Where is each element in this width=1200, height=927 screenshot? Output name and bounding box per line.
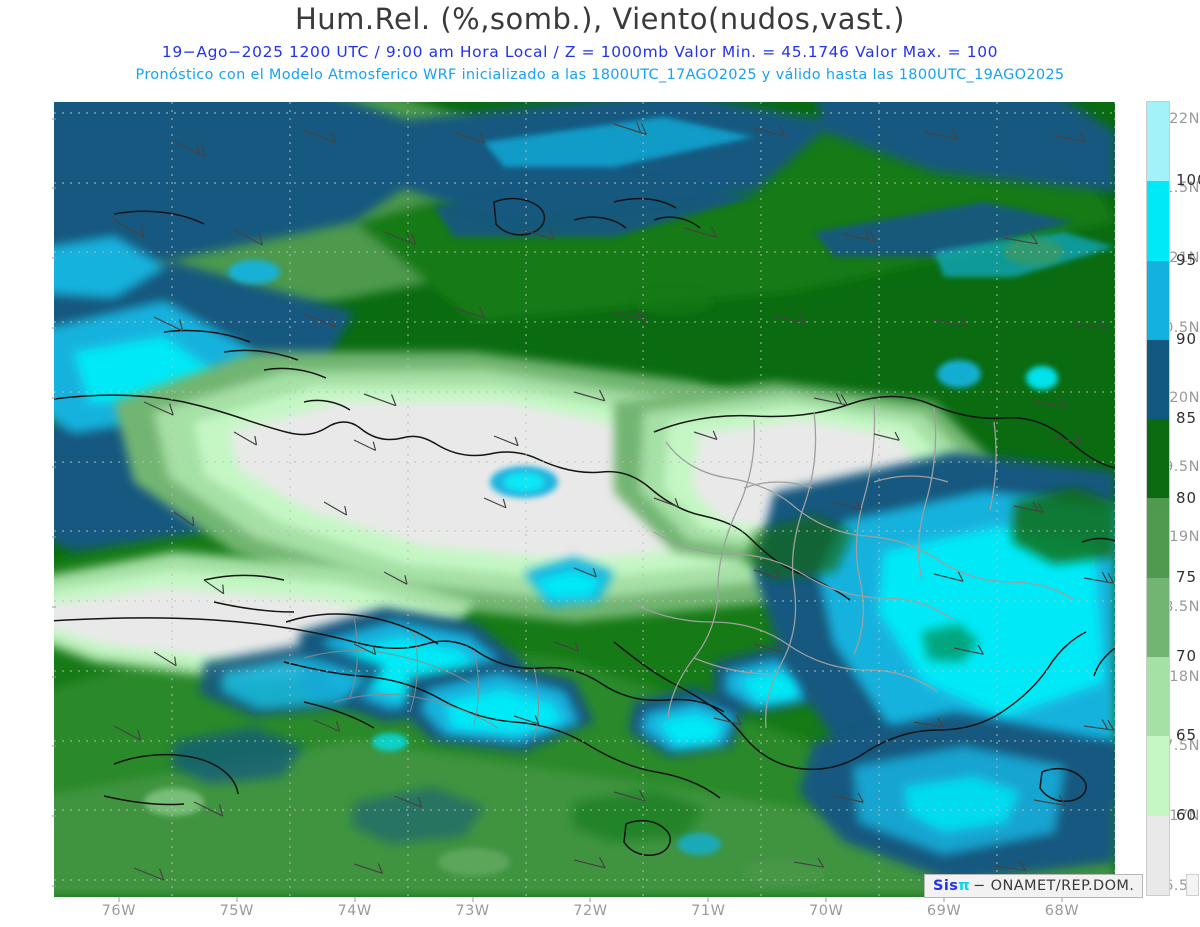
y-axis-tick [52,257,56,259]
x-axis-label: 72W [573,903,608,919]
colorbar-tick-label: 85 [1176,409,1198,428]
map-plot-area[interactable] [54,102,1115,897]
colorbar-band [1147,260,1169,340]
y-axis-tick [52,885,56,887]
colorbar-tick-label: 90 [1176,329,1198,348]
y-axis-label: 18N [1169,668,1200,685]
x-axis-label: 75W [219,903,254,919]
colorbar-tick-label: 80 [1176,488,1198,507]
x-axis-tick [236,897,238,902]
colorbar-tick-label: 65 [1176,726,1198,745]
admin-border-layer [633,403,1075,729]
logo-sis-text: Sis [933,878,959,894]
colorbar-band [1147,181,1169,261]
y-axis-tick [52,397,56,399]
y-axis-tick [52,118,56,120]
x-axis-label: 70W [809,903,844,919]
x-axis-tick [707,897,709,902]
wind-barb-layer [113,121,1115,881]
colorbar-tick-label: 75 [1176,567,1198,586]
header-subtitle-line-1: 19−Ago−2025 1200 UTC / 9:00 am Hora Loca… [161,43,999,61]
edge-notch [1186,874,1199,896]
page-title: Hum.Rel. (%,somb.), Viento(nudos,vast.) [295,2,905,36]
y-axis-label: 0.5N [1164,319,1200,336]
y-axis-label: 9.5N [1164,459,1200,476]
x-axis-label: 69W [926,903,962,919]
y-axis-label: 20N [1169,389,1200,406]
y-axis-tick [52,676,56,678]
y-axis-tick [52,327,56,329]
x-axis-tick [118,897,120,902]
x-axis-label: 71W [691,903,726,919]
logo-agency-text: − ONAMET/REP.DOM. [973,878,1135,894]
x-axis-tick [943,897,945,902]
humidity-field-svg [54,102,1115,897]
colorbar-band [1147,339,1169,420]
sispi-onamet-logo: Sis π − ONAMET/REP.DOM. [924,874,1144,898]
header-subtitle-line-2: Pronóstico con el Modelo Atmosferico WRF… [135,67,1065,83]
colorbar-tick-label: 95 [1176,250,1198,269]
colorbar-band [1147,736,1169,816]
colorbar-band [1147,498,1169,578]
y-axis-label: 8.5N [1164,598,1200,615]
colorbar-band [1147,657,1169,737]
x-axis-label: 76W [101,903,136,919]
y-axis-tick [52,745,56,747]
x-axis-tick [1061,897,1063,902]
y-axis-label: 21N [1169,250,1200,267]
y-axis-tick [52,536,56,538]
y-axis-label: 7.5N [1164,738,1200,755]
y-axis-label: 19N [1169,529,1200,546]
colorbar-tick-label: 60 [1176,805,1198,824]
colorbar-band [1147,419,1169,499]
colorbar-band [1147,102,1169,182]
haiti-border-layer [303,617,539,741]
y-axis-tick [52,815,56,817]
y-axis-tick [52,606,56,608]
x-axis-tick [354,897,356,902]
x-axis-tick [825,897,827,902]
y-axis-tick [52,466,56,468]
y-axis-label: 22N [1169,110,1200,127]
colorbar-tick-label: 70 [1176,647,1198,666]
x-axis-tick [472,897,473,902]
logo-pi-symbol: π [958,878,971,894]
x-axis-label: 68W [1044,903,1080,919]
x-axis-label: 74W [337,903,372,919]
x-axis-label: 73W [455,903,490,919]
y-axis-label: 1.5N [1164,180,1200,197]
grid-lines [54,102,1115,897]
x-axis-tick [589,897,591,902]
colorbar-band [1147,815,1169,895]
colorbar-band [1147,577,1169,658]
y-axis-label: 17N [1169,808,1200,825]
colorbar-tick-label: 100 [1176,171,1200,190]
y-axis-tick [52,187,56,189]
colorbar[interactable] [1146,101,1170,896]
